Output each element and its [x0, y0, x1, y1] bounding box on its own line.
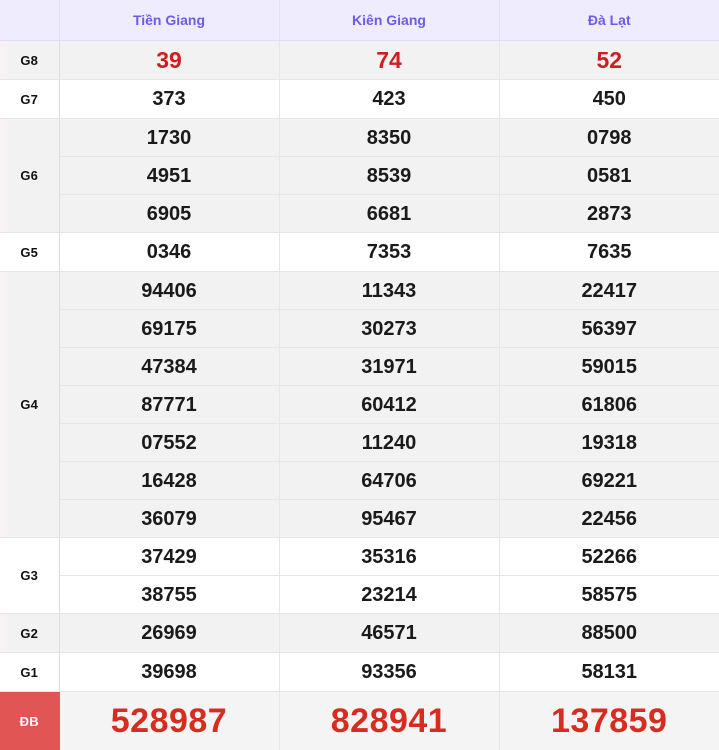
prize-number: 39698 — [59, 653, 279, 692]
prize-number: 94406 — [59, 272, 279, 310]
prize-number: 52 — [499, 41, 719, 80]
prize-number: 11343 — [279, 272, 499, 310]
prize-number: 52266 — [499, 538, 719, 576]
prize-number: 87771 — [59, 386, 279, 424]
prize-number: 59015 — [499, 348, 719, 386]
prize-number: 58131 — [499, 653, 719, 692]
prize-number: 7635 — [499, 233, 719, 272]
column-header-province-1: Tiền Giang — [59, 0, 279, 41]
prize-number: 8350 — [279, 119, 499, 157]
prize-number: 88500 — [499, 614, 719, 653]
prize-number: 38755 — [59, 576, 279, 614]
prize-number: 95467 — [279, 500, 499, 538]
prize-number: 60412 — [279, 386, 499, 424]
prize-number: 16428 — [59, 462, 279, 500]
prize-label-g5: G5 — [0, 233, 59, 272]
prize-number: 35316 — [279, 538, 499, 576]
prize-number: 450 — [499, 80, 719, 119]
prize-number: 0798 — [499, 119, 719, 157]
column-header-province-2: Kiên Giang — [279, 0, 499, 41]
prize-number: 137859 — [499, 692, 719, 750]
prize-number: 22456 — [499, 500, 719, 538]
prize-number: 37429 — [59, 538, 279, 576]
prize-number: 1730 — [59, 119, 279, 157]
prize-label-đb: ĐB — [0, 692, 59, 750]
prize-number: 61806 — [499, 386, 719, 424]
prize-number: 7353 — [279, 233, 499, 272]
prize-label-g7: G7 — [0, 80, 59, 119]
prize-label-g3: G3 — [0, 538, 59, 614]
table-header: Tiền Giang Kiên Giang Đà Lạt — [0, 0, 719, 41]
prize-number: 2873 — [499, 195, 719, 233]
prize-label-g6: G6 — [0, 119, 59, 233]
prize-label-g2: G2 — [0, 614, 59, 653]
prize-number: 11240 — [279, 424, 499, 462]
prize-number: 47384 — [59, 348, 279, 386]
prize-label-g8: G8 — [0, 41, 59, 80]
header-corner-cell — [0, 0, 59, 41]
prize-number: 30273 — [279, 310, 499, 348]
prize-number: 528987 — [59, 692, 279, 750]
prize-number: 0581 — [499, 157, 719, 195]
prize-number: 07552 — [59, 424, 279, 462]
prize-number: 26969 — [59, 614, 279, 653]
prize-number: 6905 — [59, 195, 279, 233]
prize-number: 0346 — [59, 233, 279, 272]
prize-label-g1: G1 — [0, 653, 59, 692]
prize-number: 39 — [59, 41, 279, 80]
prize-number: 56397 — [499, 310, 719, 348]
prize-number: 423 — [279, 80, 499, 119]
prize-number: 8539 — [279, 157, 499, 195]
prize-number: 22417 — [499, 272, 719, 310]
header-row: Tiền Giang Kiên Giang Đà Lạt — [0, 0, 719, 41]
prize-number: 23214 — [279, 576, 499, 614]
prize-number: 93356 — [279, 653, 499, 692]
prize-number: 69221 — [499, 462, 719, 500]
prize-label-g4: G4 — [0, 272, 59, 538]
prize-number: 58575 — [499, 576, 719, 614]
prize-number: 64706 — [279, 462, 499, 500]
prize-number: 36079 — [59, 500, 279, 538]
prize-number: 6681 — [279, 195, 499, 233]
column-header-province-3: Đà Lạt — [499, 0, 719, 41]
prize-number: 46571 — [279, 614, 499, 653]
prize-number: 4951 — [59, 157, 279, 195]
prize-number: 828941 — [279, 692, 499, 750]
prize-number: 19318 — [499, 424, 719, 462]
prize-number: 31971 — [279, 348, 499, 386]
prize-number: 373 — [59, 80, 279, 119]
prize-number: 74 — [279, 41, 499, 80]
prize-number: 69175 — [59, 310, 279, 348]
